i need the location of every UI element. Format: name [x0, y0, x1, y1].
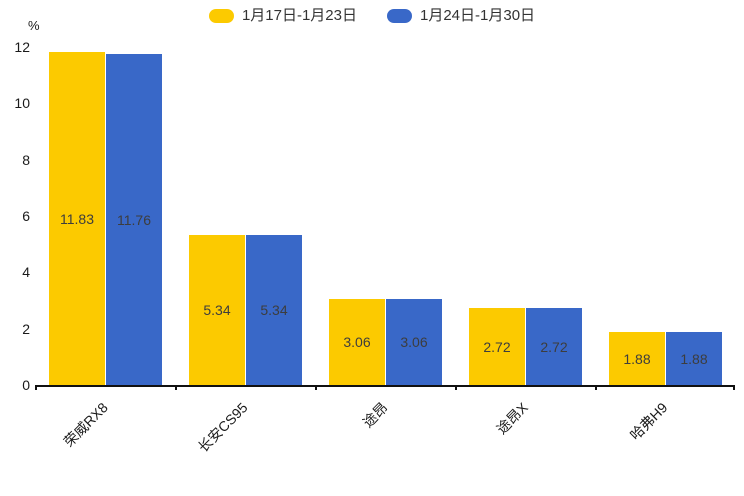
bar-value-label: 2.72 — [540, 338, 568, 355]
x-category-label-2: 途昂 — [359, 399, 391, 431]
x-axis-tick-mark — [175, 385, 177, 390]
bar-value-label: 3.06 — [343, 334, 371, 350]
bar-value-label: 3.06 — [400, 334, 428, 350]
legend-item-series-0[interactable]: 1月17日-1月23日 — [208, 7, 357, 25]
bar-series-0-cat-0: 11.83 — [49, 52, 105, 385]
legend-item-series-1[interactable]: 1月24日-1月30日 — [387, 7, 535, 25]
bar-value-label: 11.83 — [60, 210, 94, 227]
bar-series-1-cat-1: 5.34 — [246, 235, 302, 385]
bar-series-0-cat-2: 3.06 — [329, 299, 385, 385]
x-category-label-1: 长安CS95 — [194, 399, 251, 456]
x-axis-category-labels: 荣威RX8 长安CS95 途昂 途昂X 哈弗H9 — [35, 385, 735, 495]
y-tick-label: 4 — [22, 264, 30, 281]
x-axis-line — [35, 385, 735, 387]
x-axis-tick-mark — [35, 385, 37, 390]
x-category-label-3: 途昂X — [492, 399, 531, 438]
x-axis-tick-mark — [315, 385, 317, 390]
legend: 1月17日-1月23日 1月24日-1月30日 — [0, 7, 744, 25]
bar-value-label: 5.34 — [203, 302, 231, 318]
legend-label: 1月17日-1月23日 — [241, 7, 357, 24]
y-tick-label: 12 — [14, 39, 30, 55]
x-axis-tick-mark — [455, 385, 457, 390]
bar-series-1-cat-0: 11.76 — [106, 54, 162, 385]
y-tick-label: 0 — [22, 377, 30, 393]
bar-series-1-cat-3: 2.72 — [526, 308, 582, 385]
bar-series-0-cat-4: 1.88 — [609, 332, 665, 385]
legend-label: 1月24日-1月30日 — [420, 7, 536, 24]
y-tick-label: 6 — [22, 208, 30, 224]
x-axis-tick-mark — [595, 385, 597, 390]
bar-value-label: 5.34 — [260, 302, 288, 318]
legend-swatch-icon — [387, 9, 412, 23]
y-tick-label: 8 — [22, 151, 30, 168]
bar-series-1-cat-4: 1.88 — [666, 332, 722, 385]
y-axis-unit-label: % — [28, 18, 40, 33]
x-axis-tick-mark — [733, 385, 735, 390]
x-category-label-4: 哈弗H9 — [626, 399, 671, 444]
bar-value-label: 1.88 — [623, 350, 651, 367]
bar-value-label: 11.76 — [117, 211, 151, 228]
bar-series-1-cat-2: 3.06 — [386, 299, 442, 385]
bar-series-0-cat-1: 5.34 — [189, 235, 245, 385]
legend-swatch-icon — [208, 9, 234, 23]
bar-series-0-cat-3: 2.72 — [469, 308, 525, 385]
y-tick-label: 2 — [22, 320, 30, 337]
y-axis-tick-labels: 0 2 4 6 8 10 12 — [0, 39, 30, 393]
bar-value-label: 1.88 — [680, 350, 708, 367]
plot-area: 11.83 11.76 5.34 5.34 3.06 3.06 2.72 2.72 1.88 1.… — [35, 47, 735, 390]
y-tick-label: 10 — [14, 95, 30, 112]
x-category-label-0: 荣威RX8 — [60, 399, 111, 450]
bar-value-label: 2.72 — [483, 338, 511, 355]
